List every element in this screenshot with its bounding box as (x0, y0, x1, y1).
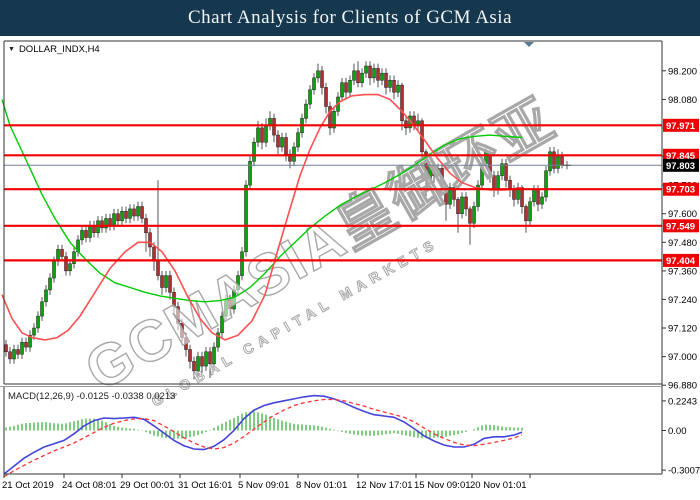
x-axis-tick-label: 21 Oct 2019 (2, 480, 54, 491)
svg-text:97.404: 97.404 (666, 256, 696, 267)
symbol-period-label: ▼ DOLLAR_INDX,H4 (8, 44, 100, 55)
macd-main-line (3, 394, 523, 475)
macd-indicator-label: MACD(12,26,9) -0.0125 -0.0338 0.0213 (8, 391, 176, 402)
svg-text:97.803: 97.803 (666, 161, 695, 172)
svg-text:97.703: 97.703 (666, 185, 695, 196)
chevron-down-icon: ▼ (8, 46, 15, 53)
y-axis-tick-label: 97.600 (668, 209, 697, 220)
x-axis-tick-label: 5 Nov 09:01 (238, 480, 289, 491)
page-title: Chart Analysis for Clients of GCM Asia (187, 7, 513, 28)
x-axis-tick-label: 29 Oct 00:01 (120, 480, 174, 491)
macd-tick-label: 0.2243 (668, 396, 697, 407)
y-axis-tick-label: 97.000 (668, 352, 697, 363)
svg-text:97.971: 97.971 (666, 121, 696, 132)
macd-axis-ticks: 0.2243 0.00 -0.3007 (662, 396, 700, 477)
candles (4, 61, 564, 380)
x-axis-tick-label: 12 Nov 17:01 (356, 480, 413, 491)
y-axis-tick-label: 98.200 (668, 66, 697, 77)
y-axis-tick-label: 97.480 (668, 238, 697, 249)
hline-price-label: 97.845 (663, 148, 699, 162)
hline-price-label: 97.703 (663, 182, 699, 196)
macd-panel-border (3, 387, 662, 475)
x-axis-tick-label: 20 Nov 01:01 (470, 480, 527, 491)
main-panel-border (3, 40, 663, 474)
y-axis-tick-label: 97.120 (668, 324, 697, 335)
y-axis-tick-label: 96.880 (668, 381, 697, 392)
macd-tick-label: 0.00 (668, 426, 687, 437)
time-axis[interactable] (4, 475, 662, 495)
y-axis-tick-label: 97.360 (668, 266, 697, 277)
x-axis-tick-label: 8 Nov 01:01 (296, 480, 347, 491)
hline-price-label: 97.404 (663, 253, 699, 267)
symbol-text: DOLLAR_INDX,H4 (18, 44, 100, 55)
watermark: GCMASIA皇御环亚 GLOBAL CAPITAL MARKETS (74, 86, 567, 410)
current-price-label: 97.803 (663, 158, 699, 172)
svg-text:97.549: 97.549 (666, 221, 695, 232)
time-axis-ticks: 21 Oct 2019 24 Oct 08:01 29 Oct 00:01 31 Oc… (2, 474, 531, 491)
title-bar: Chart Analysis for Clients of GCM Asia (0, 0, 700, 36)
price-axis[interactable] (663, 41, 700, 474)
y-axis-tick-label: 97.240 (668, 295, 697, 306)
macd-histogram (5, 411, 523, 440)
hline-price-label: 97.549 (663, 219, 699, 233)
svg-text:97.845: 97.845 (666, 151, 696, 162)
macd-signal-line (3, 398, 523, 478)
y-axis-tick-label: 98.080 (668, 95, 697, 106)
x-axis-tick-label: 31 Oct 16:01 (178, 480, 232, 491)
chart-shift-triangle-icon (524, 42, 534, 47)
x-axis-tick-label: 24 Oct 08:01 (62, 480, 116, 491)
hline-price-label: 97.971 (663, 118, 699, 132)
ma-fast-green-line (1, 99, 523, 303)
macd-tick-label: -0.3007 (668, 466, 700, 477)
current-bar-marker (563, 161, 571, 170)
x-axis-tick-label: 15 Nov 09:01 (414, 480, 471, 491)
